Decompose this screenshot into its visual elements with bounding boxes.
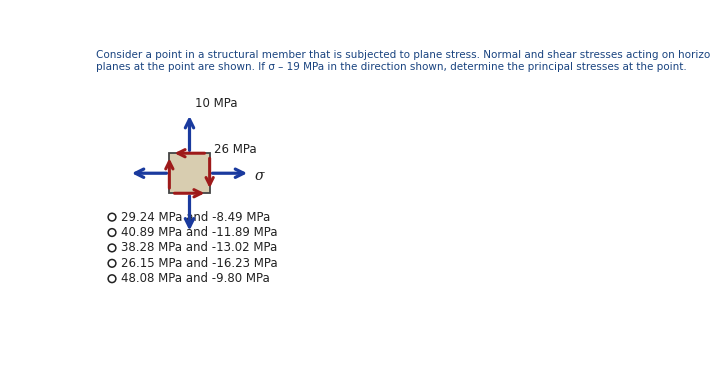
Text: 26.15 MPa and -16.23 MPa: 26.15 MPa and -16.23 MPa bbox=[121, 257, 278, 270]
Text: 48.08 MPa and -9.80 MPa: 48.08 MPa and -9.80 MPa bbox=[121, 272, 270, 285]
Text: planes at the point are shown. If σ – 19 MPa in the direction shown, determine t: planes at the point are shown. If σ – 19… bbox=[97, 62, 687, 71]
Bar bbox=[170, 153, 209, 193]
Text: 26 MPa: 26 MPa bbox=[214, 143, 257, 156]
Text: Consider a point in a structural member that is subjected to plane stress. Norma: Consider a point in a structural member … bbox=[97, 50, 710, 60]
Text: σ: σ bbox=[255, 169, 264, 183]
Text: 40.89 MPa and -11.89 MPa: 40.89 MPa and -11.89 MPa bbox=[121, 226, 278, 239]
Text: 10 MPa: 10 MPa bbox=[195, 97, 237, 110]
Text: 38.28 MPa and -13.02 MPa: 38.28 MPa and -13.02 MPa bbox=[121, 241, 278, 254]
Text: 29.24 MPa and -8.49 MPa: 29.24 MPa and -8.49 MPa bbox=[121, 211, 271, 224]
